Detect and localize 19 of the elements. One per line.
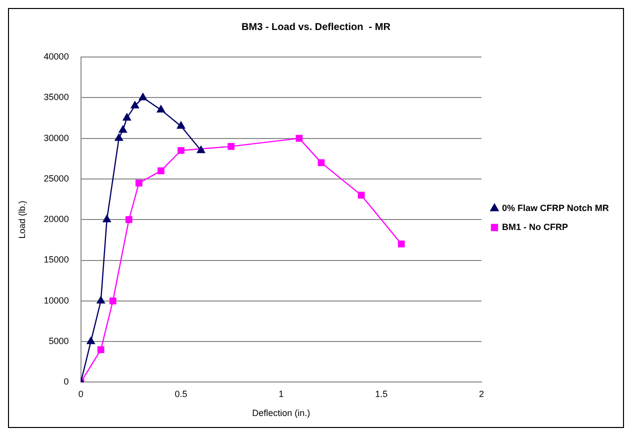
x-tick-label: 2 xyxy=(478,389,484,400)
y-tick-label: 40000 xyxy=(44,51,69,62)
y-tick-label: 30000 xyxy=(44,132,69,143)
y-tick-label: 35000 xyxy=(44,92,69,102)
y-tick-label: 25000 xyxy=(44,173,69,184)
y-tick-label: 0 xyxy=(64,376,69,387)
y-tick-label: 15000 xyxy=(44,254,69,265)
y-axis-title: Load (lb.) xyxy=(16,200,27,239)
y-tick-label: 20000 xyxy=(44,214,69,224)
x-axis-title: Deflection (in.) xyxy=(252,408,310,418)
x-tick-label: 1.5 xyxy=(375,389,388,400)
y-tick-label: 10000 xyxy=(44,295,69,306)
x-tick-label: 0 xyxy=(78,389,84,400)
chart-title: BM3 - Load vs. Deflection - MR xyxy=(242,22,392,33)
y-tick-label: 5000 xyxy=(48,336,69,346)
legend-label: 0% Flaw CFRP Notch MR xyxy=(502,202,610,213)
x-tick-label: 1 xyxy=(278,389,284,400)
x-tick-label: 0.5 xyxy=(174,389,188,400)
legend-label: BM1 - No CFRP xyxy=(502,222,568,232)
